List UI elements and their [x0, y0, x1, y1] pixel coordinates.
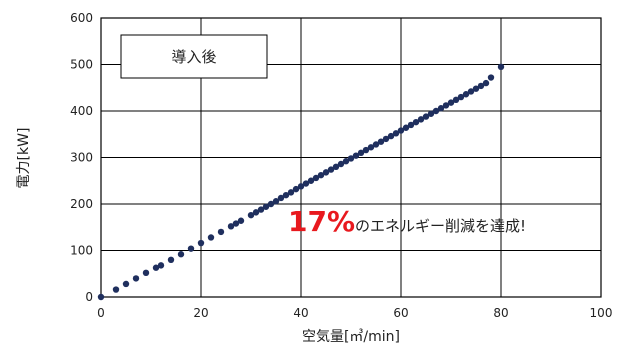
- data-point: [412, 118, 420, 126]
- legend-box: [120, 34, 268, 79]
- data-point: [312, 174, 320, 182]
- y-tick-label: 500: [70, 58, 93, 72]
- data-point: [377, 138, 385, 145]
- data-point: [292, 185, 300, 193]
- data-point: [462, 91, 470, 98]
- data-point: [392, 130, 400, 137]
- annotation-text: のエネルギー削減を達成!: [355, 217, 526, 235]
- data-point: [262, 203, 270, 210]
- data-point: [367, 144, 375, 151]
- legend-label: 導入後: [171, 48, 216, 66]
- y-tick-label: 600: [70, 11, 93, 25]
- data-point: [442, 102, 450, 109]
- data-point: [272, 198, 280, 205]
- data-point: [142, 269, 150, 277]
- y-tick-labels: 0 100 200 300 400 500 600: [70, 11, 93, 304]
- data-point: [227, 223, 235, 230]
- data-point: [487, 74, 495, 81]
- data-point: [157, 262, 165, 269]
- data-point: [387, 132, 395, 140]
- data-point: [207, 234, 215, 241]
- data-point: [322, 169, 330, 176]
- data-point: [337, 160, 345, 168]
- data-point: [277, 194, 285, 202]
- data-point: [177, 251, 185, 258]
- data-point: [217, 228, 225, 236]
- data-point: [297, 183, 305, 190]
- data-point: [437, 105, 445, 112]
- data-point: [467, 88, 475, 95]
- y-axis-title: 電力[kW]: [16, 128, 32, 189]
- data-point: [347, 155, 355, 162]
- data-point: [477, 82, 485, 90]
- data-point: [287, 189, 295, 196]
- data-point: [457, 93, 465, 101]
- x-tick-label: 40: [293, 306, 308, 320]
- data-point: [237, 217, 245, 224]
- y-tick-label: 0: [85, 290, 93, 304]
- x-tick-label: 80: [493, 306, 508, 320]
- x-tick-label: 60: [393, 306, 408, 320]
- x-tick-label: 0: [97, 306, 105, 320]
- data-point: [472, 85, 480, 92]
- x-tick-label: 100: [590, 306, 613, 320]
- data-point: [282, 191, 290, 199]
- data-point: [302, 180, 310, 187]
- data-point: [482, 79, 490, 87]
- data-point: [332, 163, 340, 170]
- data-point: [327, 166, 335, 173]
- data-point: [152, 264, 160, 271]
- annotation-emphasis: 17%: [288, 205, 355, 238]
- data-point: [197, 239, 205, 247]
- data-point: [112, 286, 120, 293]
- x-tick-label: 20: [193, 306, 208, 320]
- data-point: [432, 107, 440, 115]
- data-point: [317, 171, 325, 179]
- data-point: [132, 275, 140, 282]
- data-point: [247, 211, 255, 219]
- data-point: [232, 220, 240, 227]
- y-tick-label: 400: [70, 104, 93, 118]
- data-point: [307, 177, 315, 184]
- data-point: [257, 206, 265, 213]
- data-point: [187, 245, 195, 252]
- data-point: [352, 152, 360, 159]
- data-point: [382, 135, 390, 143]
- y-tick-label: 200: [70, 197, 93, 211]
- data-points: [97, 63, 505, 301]
- data-point: [357, 149, 365, 157]
- data-point: [427, 110, 435, 117]
- data-point: [422, 113, 430, 120]
- data-point: [252, 209, 260, 216]
- data-point: [167, 256, 175, 263]
- annotation: 17%のエネルギー削減を達成!: [288, 205, 526, 238]
- data-point: [342, 158, 350, 165]
- y-tick-label: 300: [70, 151, 93, 165]
- data-point: [497, 63, 505, 71]
- y-tick-label: 100: [70, 244, 93, 258]
- data-point: [122, 280, 130, 288]
- legend: 導入後: [120, 34, 268, 79]
- data-point: [402, 124, 410, 131]
- plot-area: [100, 17, 602, 298]
- data-point: [417, 116, 425, 123]
- data-point: [447, 99, 455, 106]
- data-point: [362, 146, 370, 154]
- data-point: [397, 127, 405, 134]
- data-point: [267, 200, 275, 208]
- x-tick-labels: 0 20 40 60 80 100: [97, 306, 612, 320]
- data-point: [97, 293, 105, 301]
- data-point: [372, 141, 380, 148]
- data-point: [407, 121, 415, 129]
- x-axis-title: 空気量[㎥/min]: [302, 329, 400, 345]
- data-point: [452, 96, 460, 104]
